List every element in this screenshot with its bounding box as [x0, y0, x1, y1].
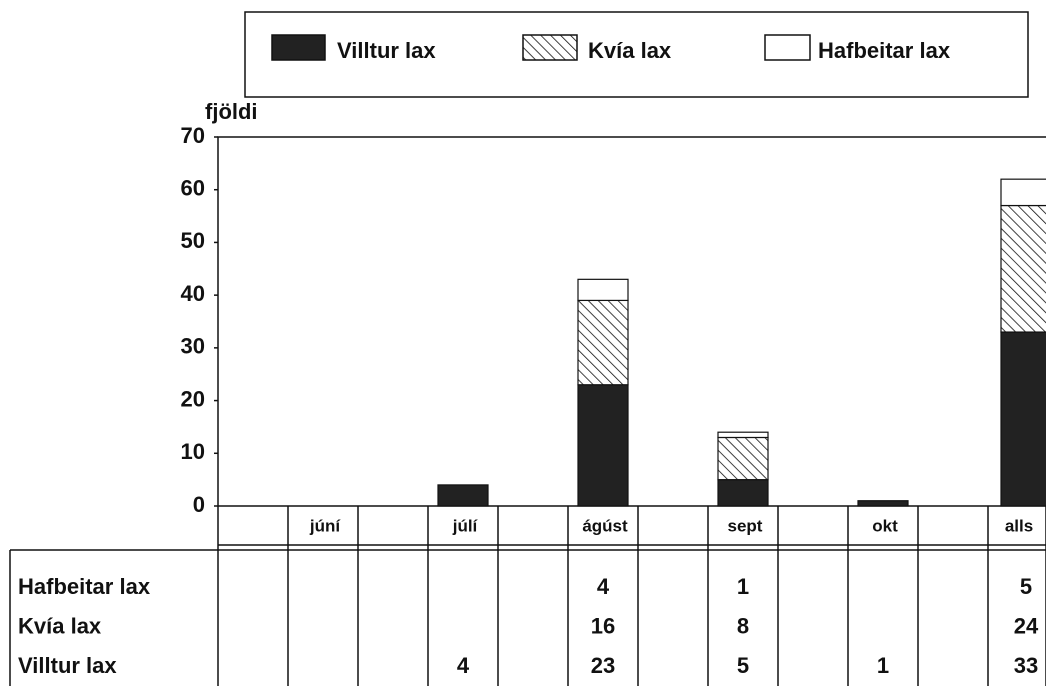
- legend-swatch: [522, 34, 578, 61]
- table-value: 4: [457, 653, 470, 678]
- legend-box: [244, 11, 1029, 98]
- bar-segment: [1000, 204, 1046, 333]
- x-tick-label: júní: [309, 516, 341, 535]
- y-tick-label: 30: [181, 334, 205, 359]
- table-row-label: Kvía lax: [18, 613, 102, 638]
- table-value: 23: [591, 653, 615, 678]
- table-value: 16: [591, 613, 615, 638]
- table-value: 5: [1020, 574, 1032, 599]
- bar-segment: [437, 484, 489, 507]
- bar-segment: [577, 278, 629, 302]
- table-value: 5: [737, 653, 749, 678]
- y-tick-label: 0: [193, 492, 205, 517]
- x-tick-label: ágúst: [582, 516, 628, 535]
- legend-label: Kvía lax: [588, 38, 672, 63]
- legend-label: Villtur lax: [337, 38, 436, 63]
- y-tick-label: 10: [181, 439, 205, 464]
- x-tick-label: sept: [728, 516, 763, 535]
- y-tick-label: 60: [181, 176, 205, 201]
- legend-swatch: [271, 34, 326, 61]
- y-tick-label: 70: [181, 123, 205, 148]
- bar-segment: [717, 436, 769, 481]
- table-value: 8: [737, 613, 749, 638]
- table-value: 24: [1014, 613, 1039, 638]
- y-tick-label: 40: [181, 281, 205, 306]
- table-value: 4: [597, 574, 610, 599]
- table-row-label: Hafbeitar lax: [18, 574, 151, 599]
- x-tick-label: alls: [1005, 516, 1033, 535]
- x-tick-label: okt: [872, 516, 898, 535]
- bar-segment: [577, 299, 629, 386]
- y-tick-label: 20: [181, 386, 205, 411]
- bar-segment: [1000, 178, 1046, 207]
- y-axis-label: fjöldi: [205, 99, 258, 124]
- legend-swatch: [764, 34, 811, 61]
- table-value: 33: [1014, 653, 1038, 678]
- table-value: 1: [877, 653, 889, 678]
- legend-label: Hafbeitar lax: [818, 38, 951, 63]
- y-tick-label: 50: [181, 228, 205, 253]
- bar-segment: [717, 479, 769, 507]
- bar-segment: [857, 500, 909, 507]
- table-row-label: Villtur lax: [18, 653, 117, 678]
- bar-segment: [577, 384, 629, 507]
- table-value: 1: [737, 574, 749, 599]
- bar-segment: [1000, 331, 1046, 507]
- x-tick-label: júlí: [452, 516, 479, 535]
- bar-segment: [717, 431, 769, 439]
- plot-frame: [217, 136, 1046, 507]
